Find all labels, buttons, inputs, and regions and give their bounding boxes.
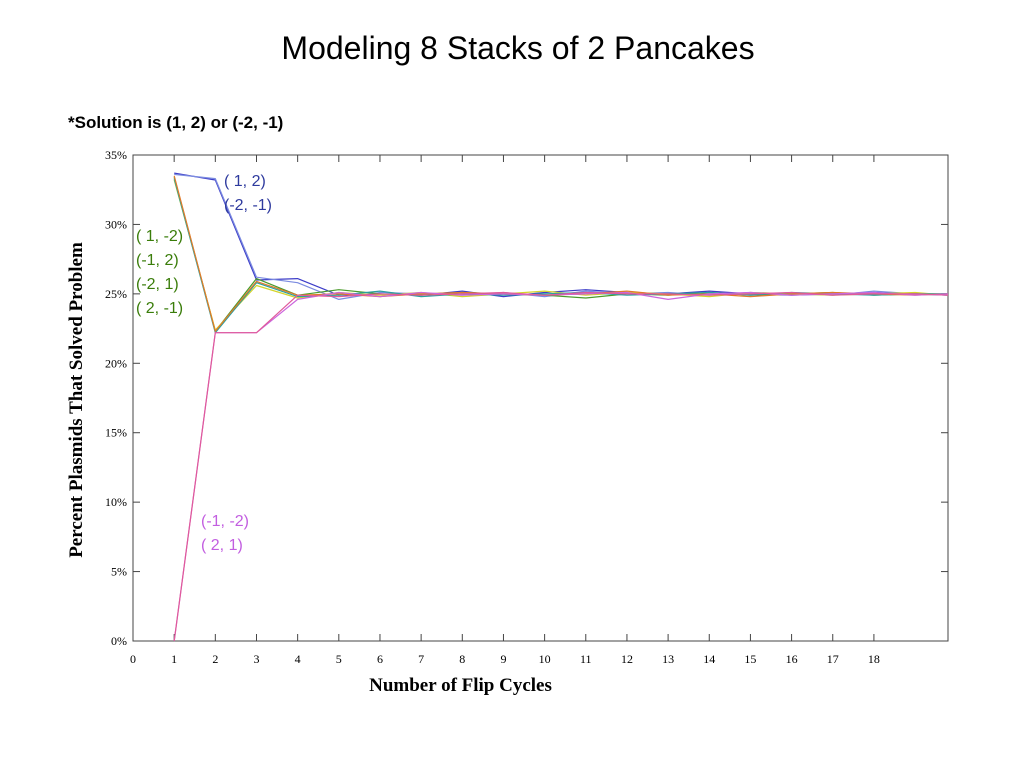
x-tick-label: 3 bbox=[253, 652, 259, 666]
series-lines bbox=[173, 172, 949, 642]
annotation-label: (-2, -1) bbox=[224, 197, 272, 214]
x-tick-label: 18 bbox=[868, 652, 880, 666]
annotation-label: (-1, 2) bbox=[136, 252, 179, 269]
x-tick-label: 5 bbox=[336, 652, 342, 666]
annotation-label: (-1, -2) bbox=[201, 513, 249, 530]
series-line-4 bbox=[173, 179, 949, 331]
series-line-2 bbox=[174, 173, 949, 300]
plot-area-frame bbox=[132, 154, 949, 642]
x-axis-label: Number of Flip Cycles bbox=[369, 675, 552, 696]
solution-note: *Solution is (1, 2) or (-2, -1) bbox=[68, 113, 284, 132]
x-tick-label: 1 bbox=[171, 652, 177, 666]
x-tick-label: 0 bbox=[130, 652, 136, 666]
y-tick-label: 15% bbox=[105, 426, 127, 440]
annotation-label: ( 2, -1) bbox=[136, 300, 183, 317]
axes-frame bbox=[132, 154, 949, 642]
axis-labels: Number of Flip Cycles Percent Plasmids Th… bbox=[66, 242, 552, 696]
x-tick-label: 11 bbox=[580, 652, 592, 666]
annotation-label: (-2, 1) bbox=[136, 276, 179, 293]
x-tick-label: 15 bbox=[744, 652, 756, 666]
series-line-8 bbox=[173, 291, 949, 642]
annotation-label: ( 1, 2) bbox=[224, 173, 266, 190]
y-tick-label: 10% bbox=[105, 495, 127, 509]
x-tick-label: 10 bbox=[539, 652, 551, 666]
series-line-6 bbox=[173, 175, 949, 332]
x-tick-label: 17 bbox=[827, 652, 839, 666]
series-line-3 bbox=[173, 177, 948, 332]
slide-title: Modeling 8 Stacks of 2 Pancakes bbox=[281, 30, 755, 66]
series-line-5 bbox=[173, 178, 948, 334]
y-tick-label: 5% bbox=[111, 565, 127, 579]
annotations: ( 1, 2) (-2, -1) ( 1, -2) (-1, 2) (-2, 1) ( 2… bbox=[136, 173, 272, 554]
y-tick-label: 30% bbox=[105, 217, 127, 231]
x-tick-label: 16 bbox=[786, 652, 798, 666]
x-tick-label: 2 bbox=[212, 652, 218, 666]
x-tick-label: 6 bbox=[377, 652, 383, 666]
x-tick-label: 12 bbox=[621, 652, 633, 666]
y-tick-label: 35% bbox=[105, 148, 127, 162]
x-tick-label: 8 bbox=[459, 652, 465, 666]
y-tick-label: 20% bbox=[105, 356, 127, 370]
x-tick-label: 7 bbox=[418, 652, 424, 666]
annotation-label: ( 2, 1) bbox=[201, 537, 243, 554]
y-tick-label: 25% bbox=[105, 287, 127, 301]
y-axis-label: Percent Plasmids That Solved Problem bbox=[66, 242, 87, 558]
x-tick-label: 14 bbox=[703, 652, 715, 666]
series-line-7 bbox=[173, 291, 949, 642]
x-tick-label: 9 bbox=[500, 652, 506, 666]
y-tick-label: 0% bbox=[111, 634, 127, 648]
annotation-label: ( 1, -2) bbox=[136, 228, 183, 245]
x-tick-label: 13 bbox=[662, 652, 674, 666]
series-line-1 bbox=[174, 172, 949, 298]
x-tick-label: 4 bbox=[295, 652, 301, 666]
axis-ticks: 0%5%10%15%20%25%30%35%0 1 2 3 4 5 6 7 8 9 10 11 12 13… bbox=[105, 148, 948, 666]
